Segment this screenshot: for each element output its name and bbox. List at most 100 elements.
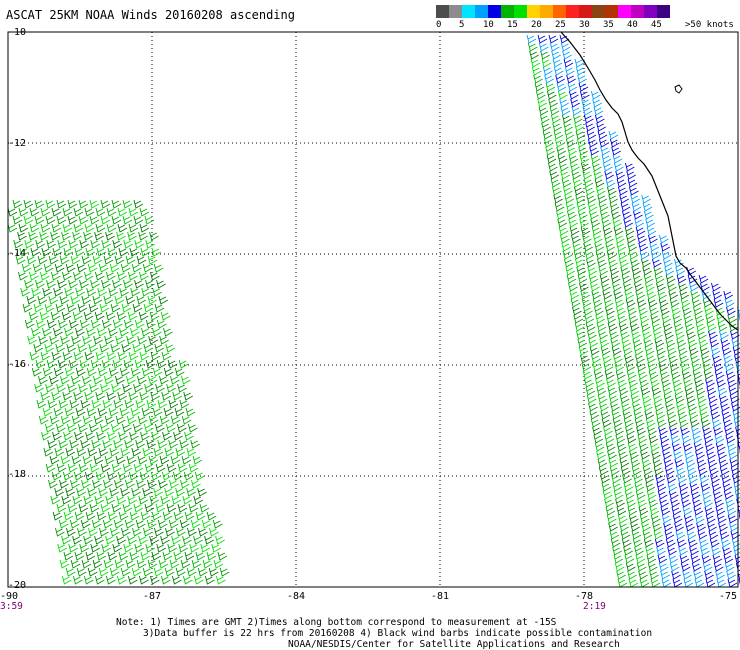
wind-barb — [663, 258, 673, 268]
wind-barb — [697, 330, 707, 340]
wind-barb — [637, 234, 647, 244]
legend-swatch — [436, 5, 449, 18]
wind-barb — [89, 503, 100, 513]
wind-barb — [631, 266, 642, 276]
wind-barb — [608, 522, 618, 532]
wind-barb — [667, 418, 678, 428]
wind-barb — [83, 231, 93, 241]
wind-barb — [105, 535, 115, 545]
wind-barb — [46, 359, 57, 369]
legend-label: 0 — [436, 20, 442, 30]
wind-barb — [567, 82, 578, 92]
wind-barb — [50, 495, 61, 505]
wind-barb — [685, 522, 695, 532]
wind-barb — [186, 487, 196, 497]
note-line-3: NOAA/NESDIS/Center for Satellite Applica… — [288, 639, 620, 650]
wind-barb — [690, 490, 701, 500]
wind-barb — [176, 423, 187, 433]
wind-barb — [155, 383, 165, 393]
wind-barb — [638, 442, 649, 452]
wind-barb — [678, 546, 688, 556]
wind-barb — [74, 247, 85, 257]
wind-barb — [611, 410, 622, 420]
wind-barb — [153, 487, 163, 497]
wind-barb — [151, 551, 162, 561]
wind-barb — [616, 242, 627, 252]
wind-barb — [98, 567, 109, 577]
wind-barb — [677, 474, 687, 484]
wind-barb — [154, 423, 165, 433]
wind-barb — [627, 570, 637, 580]
wind-barb — [688, 474, 698, 484]
wind-barb — [187, 423, 198, 433]
wind-barb — [672, 578, 683, 588]
wind-barb — [26, 255, 37, 265]
wind-barb — [674, 394, 685, 404]
wind-barb — [643, 538, 654, 548]
wind-barb — [157, 439, 167, 449]
wind-barb — [720, 538, 731, 548]
wind-barb — [731, 338, 740, 348]
wind-barb — [61, 231, 71, 241]
wind-barb — [183, 471, 194, 481]
wind-barb — [106, 391, 117, 401]
wind-barb — [24, 279, 34, 289]
wind-barb — [695, 450, 705, 460]
wind-barb — [718, 394, 729, 404]
wind-barb — [120, 263, 131, 273]
wind-barb — [109, 447, 120, 457]
wind-barb — [52, 431, 62, 441]
wind-barb — [578, 146, 588, 156]
wind-barb — [85, 551, 96, 561]
wind-barb — [576, 266, 587, 276]
wind-barb — [139, 471, 150, 481]
wind-barb — [601, 418, 612, 428]
wind-barb — [589, 346, 600, 356]
wind-barb — [211, 543, 222, 553]
wind-barb — [57, 359, 68, 369]
wind-barb — [642, 466, 653, 476]
wind-barb — [612, 546, 622, 556]
wind-barb — [166, 463, 177, 473]
wind-barb — [648, 234, 658, 244]
wind-barb — [138, 231, 148, 241]
wind-barb — [604, 498, 614, 508]
wind-barb — [589, 410, 600, 420]
lon-label-2: -87 — [143, 591, 162, 602]
wind-barb — [119, 367, 130, 377]
wind-barb — [697, 530, 708, 540]
note-line-2: 3)Data buffer is 22 hrs from 20160208 4)… — [143, 628, 653, 639]
wind-barb — [669, 298, 680, 308]
wind-barb — [602, 354, 612, 364]
wind-barb — [37, 255, 48, 265]
wind-barb — [186, 447, 197, 457]
wind-barb — [20, 287, 30, 297]
wind-barb — [727, 314, 738, 324]
wind-barb — [568, 154, 579, 164]
wind-barb — [144, 463, 155, 473]
speed-legend: 0 5 10 15 20 25 30 35 40 45 >50 knots — [436, 5, 736, 30]
wind-barb — [46, 319, 57, 329]
wind-barb — [560, 170, 570, 180]
wind-barb — [143, 343, 154, 353]
wind-barb — [619, 194, 629, 204]
wind-barb — [133, 215, 144, 225]
wind-barb — [554, 138, 565, 148]
wind-barb — [661, 514, 672, 524]
wind-barb — [630, 394, 641, 404]
wind-barb — [609, 330, 619, 340]
wind-barb — [119, 287, 129, 297]
wind-barb — [611, 146, 621, 156]
wind-barb — [639, 514, 650, 524]
wind-barb — [615, 370, 626, 380]
wind-barb — [127, 311, 138, 321]
wind-barb — [160, 311, 171, 321]
wind-barb — [188, 463, 199, 473]
wind-barb — [53, 327, 63, 337]
wind-barb — [169, 479, 179, 489]
wind-barb — [589, 210, 599, 220]
wind-barb — [708, 466, 719, 476]
wind-barb — [111, 383, 121, 393]
wind-barb — [162, 551, 173, 561]
wind-barb — [77, 303, 88, 313]
